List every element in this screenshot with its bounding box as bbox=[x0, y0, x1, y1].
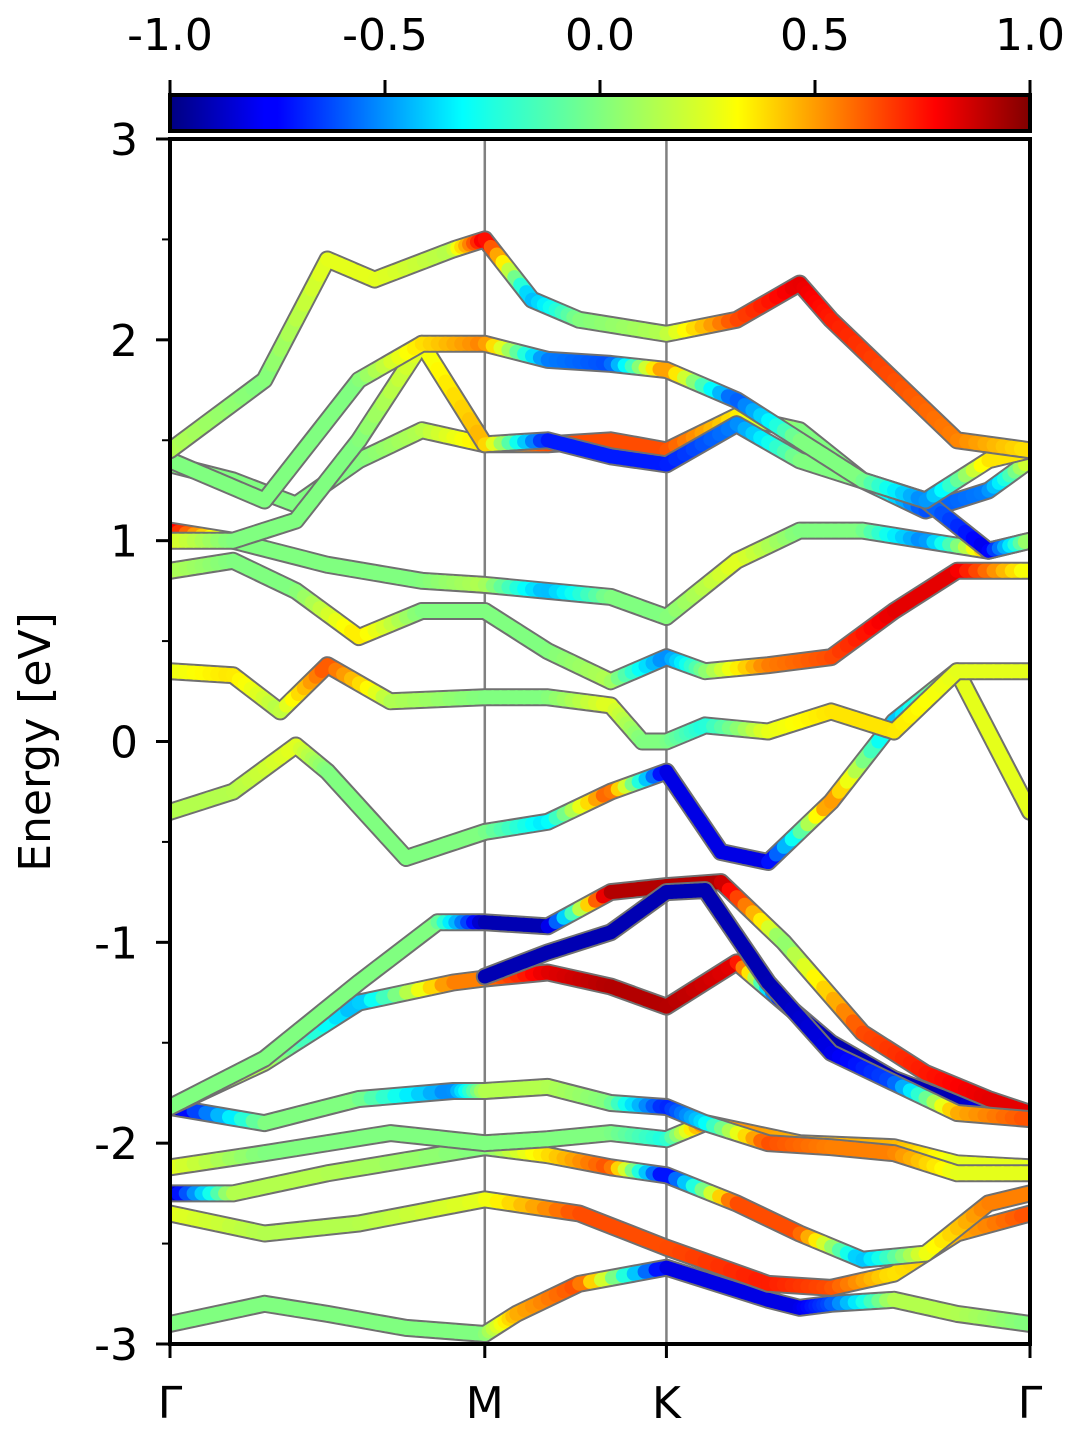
y-tick-label: -3 bbox=[94, 1320, 138, 1371]
y-tick-label: -2 bbox=[94, 1119, 138, 1170]
band-lines bbox=[170, 230, 1030, 1343]
band-10 bbox=[170, 656, 1030, 751]
band-16 bbox=[170, 230, 1030, 460]
y-tick-label: 1 bbox=[110, 517, 138, 568]
x-tick-label: Γ bbox=[158, 1378, 183, 1429]
band-11 bbox=[170, 551, 1030, 691]
x-tick-label: M bbox=[466, 1378, 504, 1429]
band-outline bbox=[170, 551, 1030, 691]
colorbar-gradient bbox=[168, 93, 1032, 133]
y-axis-ticks: 3 2 1 0 -1 -2 -3 bbox=[94, 115, 170, 1371]
band-5 bbox=[170, 1077, 1030, 1183]
y-tick-label: 3 bbox=[110, 115, 138, 166]
x-tick-label: Γ bbox=[1018, 1378, 1043, 1429]
band-12 bbox=[170, 521, 1030, 626]
y-tick-label: -1 bbox=[94, 918, 138, 969]
band-15 bbox=[170, 334, 1030, 510]
colorbar: -1.0 -0.5 0.0 0.5 1.0 bbox=[127, 10, 1065, 133]
y-tick-label: 2 bbox=[110, 316, 138, 367]
y-axis-title: Energy [eV] bbox=[10, 612, 61, 872]
colorbar-ticks: -1.0 -0.5 0.0 0.5 1.0 bbox=[127, 10, 1065, 95]
x-tick-label: K bbox=[652, 1378, 682, 1429]
band-7 bbox=[170, 873, 1030, 1122]
colorbar-tick-label: 0.5 bbox=[780, 10, 850, 61]
colorbar-tick-label: 0.0 bbox=[565, 10, 635, 61]
band-1 bbox=[170, 1258, 1030, 1343]
y-tick-label: 0 bbox=[110, 718, 138, 769]
colorbar-tick-label: -1.0 bbox=[127, 10, 213, 61]
colorbar-tick-label: 1.0 bbox=[995, 10, 1065, 61]
band-outline bbox=[170, 230, 1030, 460]
colorbar-tick-label: -0.5 bbox=[342, 10, 428, 61]
band-2 bbox=[170, 1190, 1030, 1297]
band-8 bbox=[475, 881, 1030, 1129]
plot-area: 3 2 1 0 -1 -2 -3 Γ M K Γ Energy [eV] bbox=[10, 115, 1043, 1429]
